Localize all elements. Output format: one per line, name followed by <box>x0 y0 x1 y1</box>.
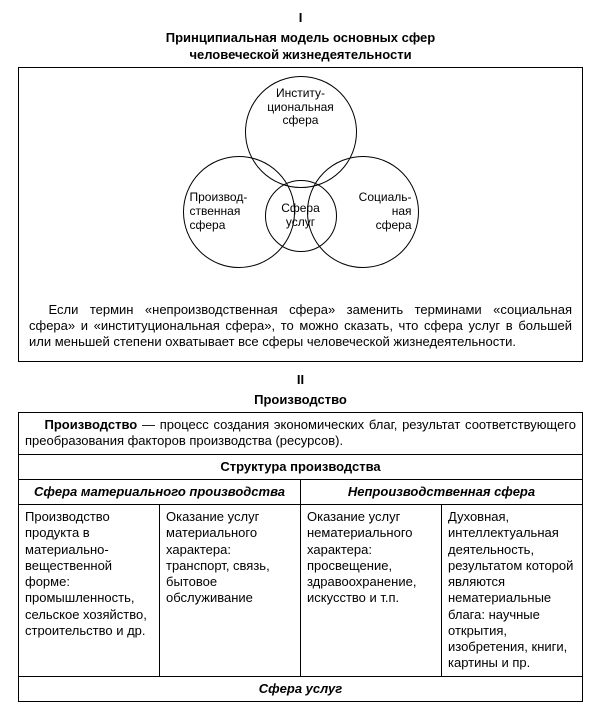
venn-top-l2: циональная <box>267 100 334 114</box>
section1-box: Институ- циональная сфера Производ- стве… <box>18 67 583 362</box>
footer-blank-right <box>442 676 583 701</box>
venn-right-l3: сфера <box>376 218 412 232</box>
section1-paragraph: Если термин «непроизводственная сфера» з… <box>29 302 572 351</box>
venn-top-l3: сфера <box>283 113 319 127</box>
section1-title: Принципиальная модель основных сфер чело… <box>18 30 583 63</box>
venn-right-l1: Социаль- <box>359 190 412 204</box>
venn-left-l3: сфера <box>190 218 226 232</box>
cell-c3: Оказание услуг нематериального характера… <box>301 505 442 677</box>
venn-left-l2: ственная <box>190 204 241 218</box>
section1-roman: I <box>18 10 583 26</box>
definition-term: Производство <box>45 417 138 432</box>
section1-title-line2: человеческой жизнедеятельности <box>189 47 411 62</box>
section2-roman: II <box>18 372 583 388</box>
col-group-left: Сфера материального производства <box>19 479 301 504</box>
venn-center-l1: Сфера <box>281 201 320 215</box>
struct-header: Структура производства <box>19 454 583 479</box>
venn-left-l1: Производ- <box>190 190 248 204</box>
section2-title: Производство <box>18 392 583 408</box>
table-row: Производство — процесс создания экономич… <box>19 413 583 455</box>
table-row: Сфера материального производства Непроиз… <box>19 479 583 504</box>
production-table: Производство — процесс создания экономич… <box>18 412 583 702</box>
section1-title-line1: Принципиальная модель основных сфер <box>166 30 435 45</box>
cell-c2: Оказание услуг материального характера: … <box>160 505 301 677</box>
venn-circle-services: Сфера услуг <box>265 180 337 252</box>
venn-right-l2: ная <box>392 204 412 218</box>
cell-c1: Производство продукта в материально-веще… <box>19 505 160 677</box>
table-row: Производство продукта в материально-веще… <box>19 505 583 677</box>
venn-top-l1: Институ- <box>276 86 325 100</box>
definition-cell: Производство — процесс создания экономич… <box>19 413 583 455</box>
footer-services: Сфера услуг <box>160 676 442 701</box>
venn-diagram: Институ- циональная сфера Производ- стве… <box>131 76 471 296</box>
footer-blank-left <box>19 676 160 701</box>
cell-c4: Духовная, интеллектуальная деятельность,… <box>442 505 583 677</box>
col-group-right: Непроизводственная сфера <box>301 479 583 504</box>
table-row: Сфера услуг <box>19 676 583 701</box>
table-row: Структура производства <box>19 454 583 479</box>
venn-center-l2: услуг <box>286 215 315 229</box>
